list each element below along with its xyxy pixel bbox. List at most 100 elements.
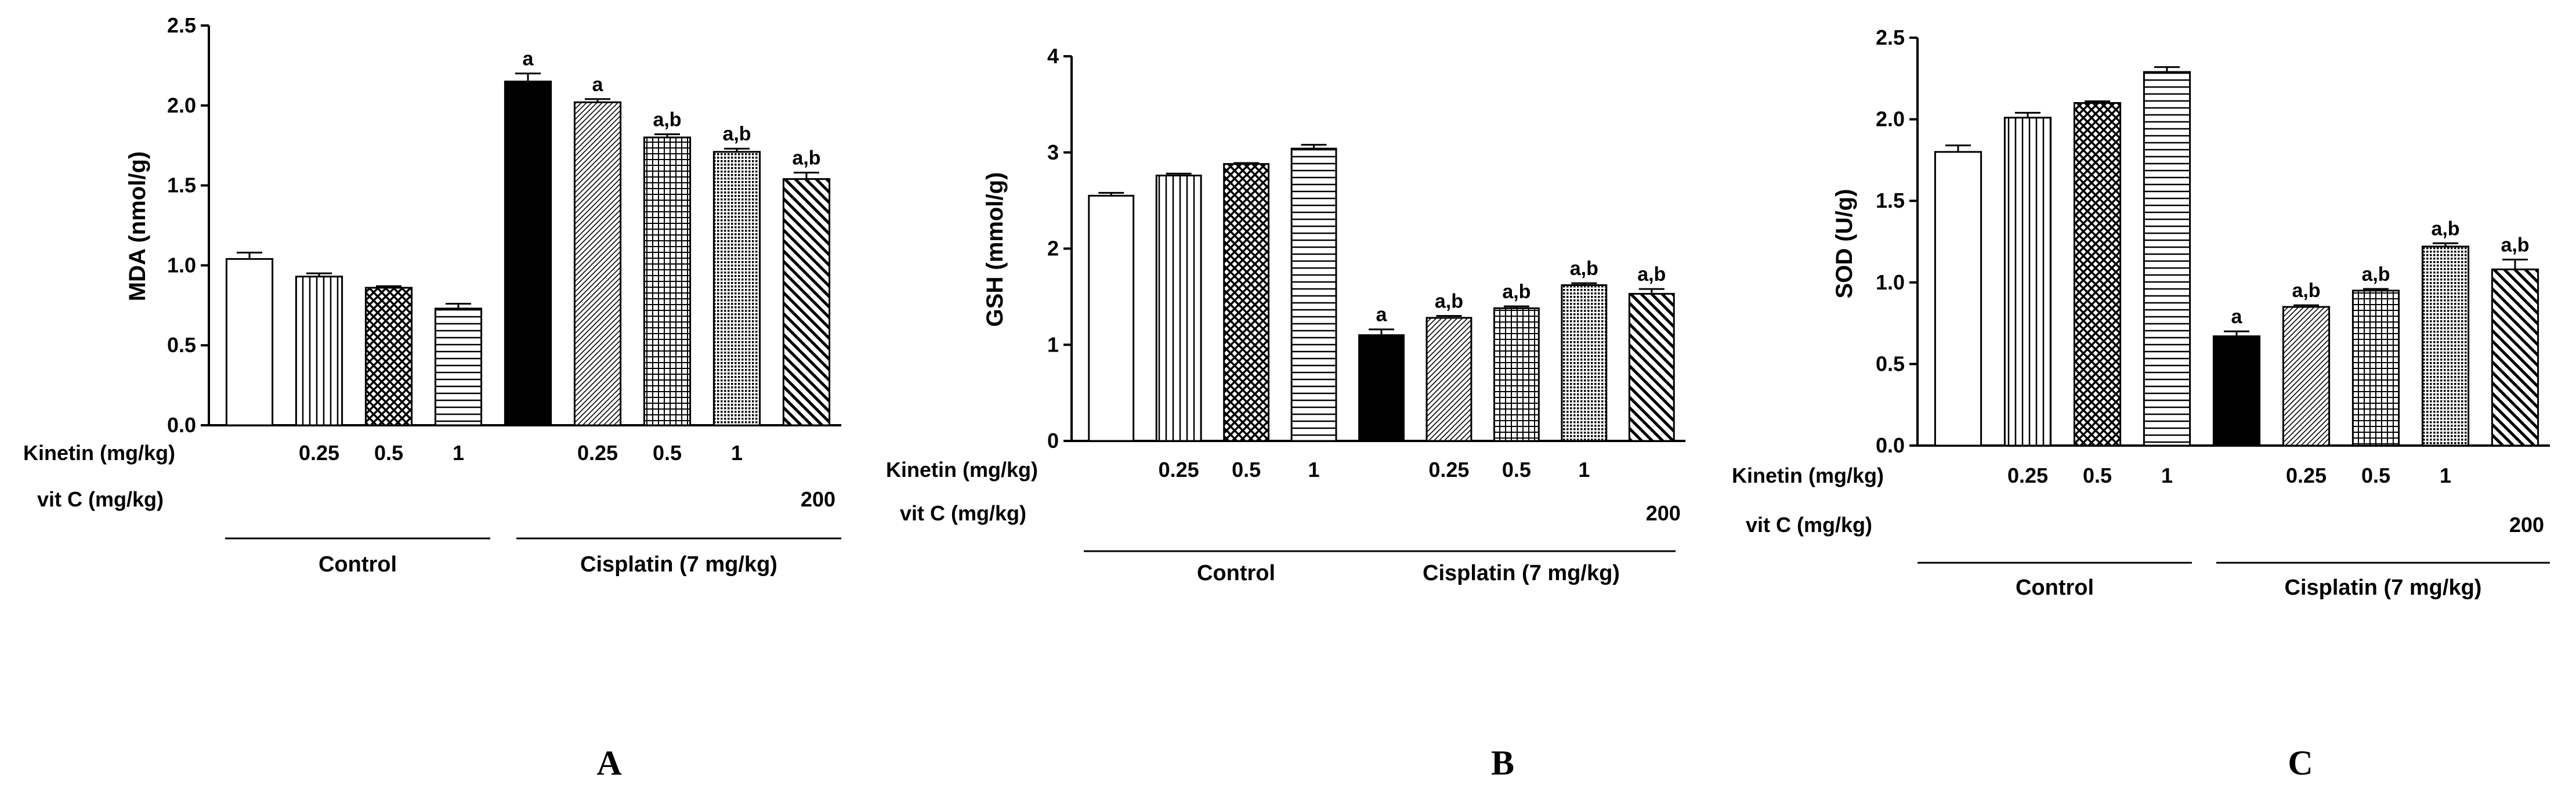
y-tick-label: 2 [1047,237,1059,260]
bar [1155,175,1202,442]
significance-label: a,b [1570,258,1598,280]
vitc-dose-label: 200 [1646,501,1681,525]
bar [1934,151,1982,447]
kinetin-dose-label: 0.25 [1159,458,1199,482]
kinetin-dose-label: 1 [2161,464,2173,487]
kinetin-dose-label: 0.5 [374,441,403,465]
bar [1358,334,1405,442]
significance-label: a,b [1435,291,1463,313]
kinetin-dose-label: 0.5 [653,441,682,465]
y-axis-title: MDA (nmol/g) [125,151,150,301]
bar [295,276,343,426]
bar [782,178,831,426]
y-tick-label: 2.0 [167,93,196,117]
y-tick-label: 1 [1047,332,1059,356]
y-axis-title: GSH (mmol/g) [982,172,1008,327]
significance-label: a [592,74,604,96]
y-tick-label: 3 [1047,140,1059,164]
significance-label: a [2231,306,2243,328]
y-tick-label: 1.5 [167,173,196,197]
y-tick-label: 1.0 [167,253,196,277]
bar [1493,307,1540,442]
y-tick-label: 1.5 [1876,189,1905,212]
significance-label: a,b [722,123,751,145]
bar [1088,194,1135,442]
significance-label: a,b [653,108,681,131]
group-label: Cisplatin (7 mg/kg) [580,552,777,577]
kinetin-row-label: Kinetin (mg/kg) [23,441,175,465]
y-tick-label: 0.5 [167,333,196,357]
significance-label: a,b [2501,234,2529,256]
y-tick-label: 0.0 [1876,433,1905,457]
vitc-row-label: vit C (mg/kg) [37,487,164,511]
bar [434,307,483,426]
chart-panel-c: 0.0 0.5 1.0 1.5 2.0 2.5 SOD (U/g) 0.25 0.5 1 a a,b 0… [1732,26,2550,782]
kinetin-dose-label: 1 [731,441,743,465]
y-tick-label: 0 [1047,429,1059,453]
kinetin-dose-label: 0.25 [2007,464,2048,487]
kinetin-dose-label: 0.5 [2361,464,2390,487]
bar [2491,268,2539,447]
panel-letter: C [2288,744,2313,782]
kinetin-dose-label: 0.25 [577,441,618,465]
bar [712,151,761,426]
chart-panel-b: 0 1 2 3 4 GSH (mmol/g) 0.25 0.5 1 a a,b 0.25 a,b 0.5 a… [886,44,1685,782]
group-label: Control [1197,561,1275,585]
kinetin-dose-label: 1 [1308,458,1320,482]
kinetin-dose-label: 0.5 [1232,458,1261,482]
bar [643,136,692,426]
vitc-row-label: vit C (mg/kg) [1746,513,1872,537]
bar [1223,163,1270,442]
significance-label: a,b [2431,218,2459,240]
panel-letter: A [596,744,621,782]
kinetin-dose-label: 1 [1578,458,1590,482]
bar [1628,292,1675,442]
group-label: Cisplatin (7 mg/kg) [1423,561,1620,585]
kinetin-dose-label: 0.5 [1502,458,1531,482]
kinetin-dose-label: 0.25 [299,441,339,465]
significance-label: a,b [792,147,820,169]
panel-letter: B [1491,744,1514,782]
kinetin-row-label: Kinetin (mg/kg) [886,458,1038,482]
y-tick-label: 2.5 [1876,26,1905,49]
kinetin-dose-label: 0.5 [2083,464,2112,487]
y-tick-label: 1.0 [1876,270,1905,294]
bar [2003,117,2052,447]
bar [504,80,552,426]
kinetin-dose-label: 1 [2440,464,2451,487]
significance-label: a,b [1502,281,1531,303]
vitc-dose-label: 200 [2509,513,2544,537]
significance-label: a,b [1637,263,1666,285]
vitc-dose-label: 200 [801,487,835,511]
y-tick-label: 4 [1047,44,1059,68]
group-label: Control [319,552,397,577]
significance-label: a [523,48,534,70]
bar [1426,317,1472,442]
bar [573,101,622,426]
group-label: Cisplatin (7 mg/kg) [2285,576,2482,600]
bar [1561,284,1608,442]
vitc-row-label: vit C (mg/kg) [900,501,1026,525]
kinetin-row-label: Kinetin (mg/kg) [1732,464,1884,487]
bar [364,287,413,426]
bar [2073,102,2122,447]
y-axis-title: SOD (U/g) [1832,189,1857,299]
significance-label: a,b [2292,280,2320,302]
bar [1290,147,1337,442]
significance-label: a [1376,304,1388,326]
group-label: Control [2016,576,2094,600]
y-tick-label: 0.0 [167,413,196,437]
kinetin-dose-label: 0.25 [2286,464,2327,487]
bar [2421,245,2470,447]
significance-label: a,b [2361,263,2390,285]
bar [2282,306,2331,447]
bar [2143,71,2191,447]
chart-panel-a: 0.0 0.5 1.0 1.5 2.0 2.5 MDA (nmol/g) 0.25 0.5 1 a a… [23,13,841,782]
kinetin-dose-label: 1 [453,441,464,465]
bar [225,258,274,426]
y-tick-label: 2.5 [167,13,196,37]
bar [2351,290,2400,447]
kinetin-dose-label: 0.25 [1428,458,1469,482]
y-tick-label: 0.5 [1876,352,1905,375]
